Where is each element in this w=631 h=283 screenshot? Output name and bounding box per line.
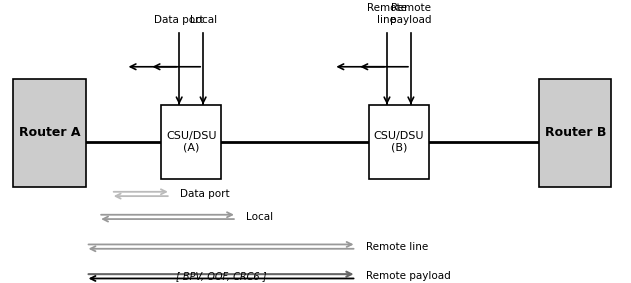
Text: Router A: Router A — [19, 127, 80, 140]
Text: Remote line: Remote line — [366, 242, 428, 252]
Text: Remote
payload: Remote payload — [390, 3, 432, 25]
Text: [ BPV, OOF, CRC6 ]: [ BPV, OOF, CRC6 ] — [176, 271, 266, 281]
Text: Router B: Router B — [545, 127, 606, 140]
Text: Remote payload: Remote payload — [366, 271, 451, 281]
FancyBboxPatch shape — [369, 104, 429, 179]
Text: Local: Local — [189, 15, 216, 25]
Text: Data port: Data port — [180, 189, 230, 199]
FancyBboxPatch shape — [539, 79, 611, 187]
FancyBboxPatch shape — [13, 79, 86, 187]
Text: CSU/DSU
(B): CSU/DSU (B) — [374, 131, 424, 153]
FancyBboxPatch shape — [162, 104, 221, 179]
Text: Data port: Data port — [155, 15, 204, 25]
Text: CSU/DSU
(A): CSU/DSU (A) — [166, 131, 216, 153]
Text: Remote
line: Remote line — [367, 3, 407, 25]
Text: Local: Local — [246, 212, 273, 222]
